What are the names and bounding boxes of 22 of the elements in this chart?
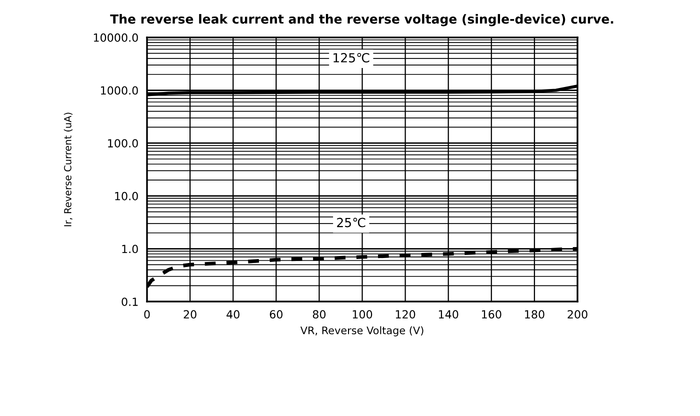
x-axis-title: VR, Reverse Voltage (V) [300,326,424,336]
x-tick-label: 60 [270,310,282,319]
y-tick-label: 10000.0 [94,33,138,42]
y-axis-title: Ir, Reverse Current (uA) [64,112,73,226]
text: 25℃ [337,218,366,228]
chart-title: The reverse leak current and the reverse voltage (single-device) curve. [110,14,614,26]
y-tick-label: 1000.0 [101,86,138,95]
x-tick-label: 0 [144,310,150,319]
x-tick-label: 120 [396,310,416,319]
y-tick-label: 1.0 [122,244,138,254]
x-tick-label: 80 [312,310,326,319]
x-tick-label: 100 [352,310,372,319]
x-tick-label: 160 [482,310,502,319]
x-tick-label: 140 [438,310,458,319]
x-tick-label: 180 [525,310,544,319]
x-tick-label: 200 [568,310,588,319]
y-tick-label: 100.0 [108,139,138,148]
y-tick-label: 0.1 [122,298,138,306]
text: 125℃ [334,53,370,62]
y-tick-label: 10.0 [115,192,138,200]
x-tick-label: 20 [184,310,196,319]
x-tick-label: 40 [226,310,240,319]
